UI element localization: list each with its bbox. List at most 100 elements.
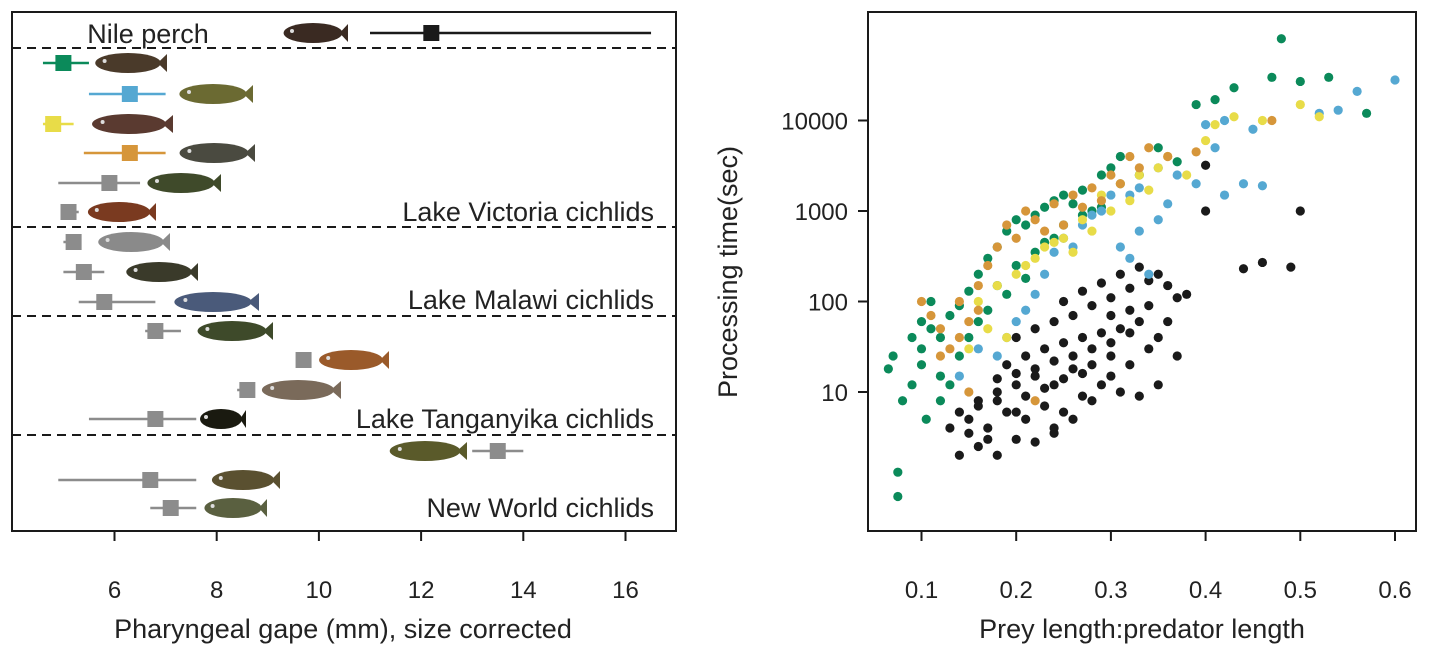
data-point xyxy=(973,296,983,307)
data-point xyxy=(1021,206,1031,216)
y-tick-label: 10 xyxy=(821,380,848,407)
data-point xyxy=(926,324,936,334)
data-point xyxy=(1163,316,1173,327)
data-point xyxy=(1030,396,1040,406)
data-point xyxy=(1182,170,1192,180)
data-point xyxy=(1115,269,1125,279)
x-tick-label: 12 xyxy=(408,577,435,604)
data-point xyxy=(992,396,1002,406)
data-point xyxy=(1172,351,1182,361)
fish-eye xyxy=(102,59,107,63)
plot-frame xyxy=(11,11,677,532)
fish-icon xyxy=(211,470,280,490)
fish-body xyxy=(179,84,247,104)
data-point xyxy=(1238,264,1249,274)
data-point xyxy=(1153,269,1163,279)
data-point xyxy=(1077,215,1088,225)
data-point xyxy=(1153,143,1163,153)
data-point xyxy=(1049,423,1059,433)
data-point xyxy=(1257,181,1268,191)
data-point xyxy=(1106,170,1116,180)
data-point xyxy=(973,280,983,291)
data-point xyxy=(983,305,993,315)
data-point xyxy=(916,344,927,354)
data-point xyxy=(1134,170,1144,180)
data-point xyxy=(1049,237,1059,247)
fish-body xyxy=(283,23,343,43)
fish-icon xyxy=(197,321,273,341)
data-point xyxy=(1030,371,1040,381)
data-point xyxy=(973,344,983,354)
data-point xyxy=(1040,226,1050,236)
fish-tail xyxy=(147,203,156,221)
data-point xyxy=(1058,233,1069,243)
data-point xyxy=(1106,351,1116,361)
data-point xyxy=(935,396,946,406)
data-point xyxy=(1077,185,1088,195)
data-point xyxy=(983,324,993,334)
data-point xyxy=(921,414,931,424)
fish-tail xyxy=(339,24,348,42)
data-point xyxy=(1115,242,1125,252)
data-point xyxy=(1229,83,1239,93)
fish-icon xyxy=(179,84,253,104)
data-point xyxy=(964,316,974,327)
data-point xyxy=(1125,196,1135,206)
data-point xyxy=(1002,407,1012,417)
data-point xyxy=(1229,112,1239,122)
fish-icon xyxy=(200,409,246,429)
data-point xyxy=(945,380,955,390)
data-point xyxy=(1087,396,1097,406)
mean-marker xyxy=(147,411,164,427)
data-point xyxy=(992,450,1002,460)
fish-body xyxy=(197,321,267,341)
fish-tail xyxy=(157,54,167,72)
data-point xyxy=(1106,206,1116,216)
x-tick-label: 0.4 xyxy=(1189,577,1222,604)
y-tick-label: 1000 xyxy=(795,199,848,226)
data-point xyxy=(1058,338,1069,348)
mean-marker xyxy=(55,55,72,71)
group-label: New World cichlids xyxy=(426,493,654,523)
fish-body xyxy=(98,232,164,252)
mean-marker xyxy=(489,443,506,459)
data-point xyxy=(1115,387,1125,397)
data-point xyxy=(1144,301,1154,311)
data-point xyxy=(1106,338,1116,348)
data-point xyxy=(1286,262,1296,272)
data-point xyxy=(973,269,983,279)
fish-eye xyxy=(290,29,294,33)
data-point xyxy=(1011,434,1021,444)
data-point xyxy=(1144,344,1154,354)
data-point xyxy=(1077,332,1088,343)
data-point xyxy=(1219,115,1230,126)
data-point xyxy=(1201,135,1211,146)
data-point xyxy=(1011,233,1021,243)
data-point xyxy=(893,467,903,477)
data-point xyxy=(1163,199,1173,209)
data-point xyxy=(1106,371,1116,381)
fish-eye xyxy=(187,149,192,153)
fish-tail xyxy=(258,499,267,517)
data-point xyxy=(1040,202,1050,212)
data-point xyxy=(1068,310,1078,321)
y-tick-label: 10000 xyxy=(781,109,848,136)
data-point xyxy=(1040,242,1050,252)
data-point xyxy=(992,351,1002,361)
fish-body xyxy=(92,114,166,134)
data-point xyxy=(1068,351,1078,361)
data-point xyxy=(888,351,898,361)
data-point xyxy=(1106,310,1116,321)
data-point xyxy=(1210,143,1220,153)
fish-eye xyxy=(94,208,99,212)
data-point xyxy=(1144,143,1154,153)
mean-marker xyxy=(239,382,256,398)
data-point xyxy=(1191,147,1201,157)
plot-frame xyxy=(867,11,1417,532)
fish-icon xyxy=(319,350,389,370)
mean-marker xyxy=(121,86,138,102)
data-point xyxy=(1106,163,1116,173)
mean-marker xyxy=(65,234,82,250)
mean-marker xyxy=(45,116,62,132)
x-tick-label: 14 xyxy=(510,577,537,604)
